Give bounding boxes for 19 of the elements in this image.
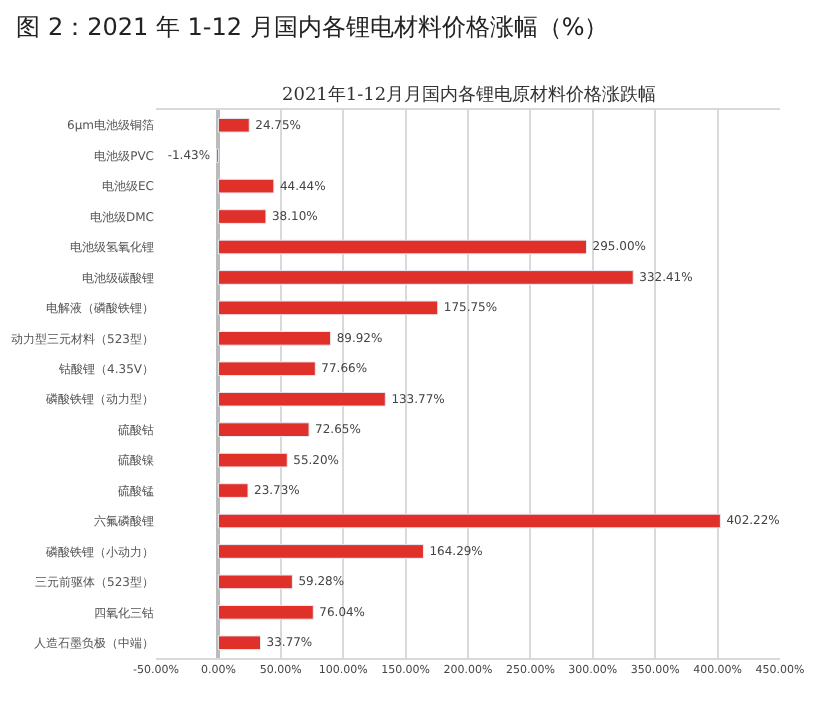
bar (217, 361, 316, 377)
bar (217, 330, 332, 346)
bar (217, 635, 262, 651)
chart-subtitle: 2021年1-12月月国内各锂电原材料价格涨跌幅 (282, 84, 657, 106)
bar (217, 544, 424, 559)
bar (217, 300, 439, 316)
bar (217, 604, 314, 620)
chart-title: 图 2：2021 年 1-12 月国内各锂电材料价格涨幅（%） (16, 12, 609, 41)
bar (217, 117, 250, 133)
bar (217, 574, 293, 590)
bar (217, 239, 588, 255)
bar (217, 209, 267, 224)
bar (217, 270, 634, 285)
bar (217, 391, 386, 407)
bar (217, 513, 721, 529)
bar (217, 422, 310, 438)
bar (217, 178, 275, 194)
bar (217, 483, 249, 498)
bar (217, 452, 288, 468)
